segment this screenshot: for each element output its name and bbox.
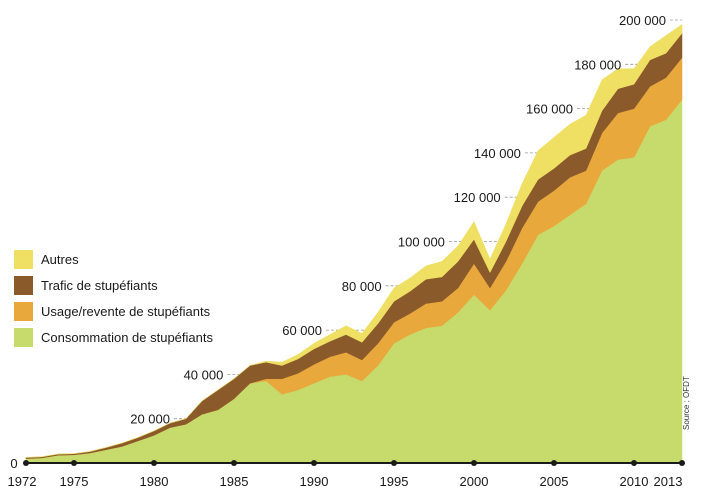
legend-label-trafic: Trafic de stupéfiants	[41, 277, 158, 293]
legend-label-consommation: Consommation de stupéfiants	[41, 329, 213, 345]
y-tick-label: 40 000	[184, 367, 224, 382]
x-tick-label: 2000	[460, 474, 489, 489]
x-tick-mark	[23, 460, 29, 466]
x-tick-label: 1972	[8, 474, 37, 489]
legend-item-consommation: Consommation de stupéfiants	[14, 324, 213, 350]
legend-label-autres: Autres	[41, 251, 79, 267]
x-tick-label: 2010	[620, 474, 649, 489]
area-autres	[25, 23, 683, 458]
x-tick-mark	[231, 460, 237, 466]
x-tick-label: 1990	[300, 474, 329, 489]
x-tick-mark	[631, 460, 637, 466]
y-tick-label: 100 000	[398, 235, 445, 250]
x-tick-label: 1985	[220, 474, 249, 489]
legend-item-usage-revente: Usage/revente de stupéfiants	[14, 298, 213, 324]
legend-label-usage-revente: Usage/revente de stupéfiants	[41, 303, 211, 319]
source-note: Source : OFDT	[682, 376, 691, 430]
y-tick-label: 140 000	[474, 146, 521, 161]
x-tick-mark	[551, 460, 557, 466]
x-tick-mark	[311, 460, 317, 466]
y-tick-label: 200 000	[619, 13, 666, 28]
legend-swatch-consommation	[14, 327, 33, 347]
y-tick-label: 80 000	[342, 279, 382, 294]
y-tick-label: 20 000	[130, 412, 170, 427]
x-tick-mark	[391, 460, 397, 466]
x-tick-mark	[71, 460, 77, 466]
legend: Autres Trafic de stupéfiants Usage/reven…	[14, 246, 213, 350]
legend-item-autres: Autres	[14, 246, 213, 272]
y-tick-label: 180 000	[574, 57, 621, 72]
x-tick-label: 2005	[540, 474, 569, 489]
x-tick-label: 1995	[380, 474, 409, 489]
x-tick-labels: 1972 1975 1980 1985 1990 1995 2000 2005 2010 2013	[8, 460, 685, 489]
y-tick-label: 160 000	[526, 102, 573, 117]
x-tick-label: 1975	[60, 474, 89, 489]
legend-swatch-usage-revente	[14, 301, 33, 321]
x-tick-mark	[679, 460, 685, 466]
x-tick-label: 1980	[140, 474, 169, 489]
y-tick-labels: 0 20 000 40 000 60 000 80 000 100 000 120 000 1…	[10, 13, 666, 471]
legend-swatch-autres	[14, 249, 33, 269]
area-series	[25, 23, 683, 464]
x-tick-mark	[151, 460, 157, 466]
legend-swatch-trafic	[14, 275, 33, 295]
x-tick-mark	[471, 460, 477, 466]
y-tick-label: 120 000	[454, 190, 501, 205]
x-tick-label: 2013	[654, 474, 683, 489]
legend-item-trafic: Trafic de stupéfiants	[14, 272, 213, 298]
y-tick-label: 0	[10, 456, 17, 471]
y-tick-label: 60 000	[282, 323, 322, 338]
